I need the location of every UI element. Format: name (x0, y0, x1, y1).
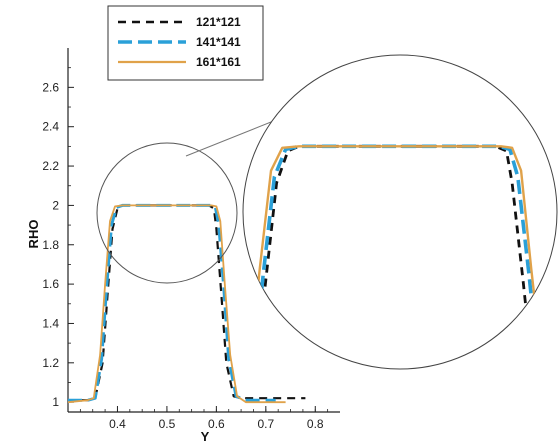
y-tick-label: 1.4 (42, 316, 59, 330)
legend-label-1: 141*141 (196, 35, 241, 49)
zoom-connector-line (185, 115, 287, 157)
y-tick-label: 2.4 (42, 120, 59, 134)
x-tick-label: 0.8 (307, 417, 324, 431)
x-axis-title: Y (201, 429, 210, 443)
y-tick-label: 1 (52, 395, 59, 409)
series-line-2 (68, 204, 286, 404)
zoom-region-circle (96, 142, 238, 284)
x-tick-label: 0.4 (109, 417, 126, 431)
y-axis-ticks: 1 1.2 1.4 1.6 1.8 2 2.2 2.4 2.6 (42, 67, 74, 409)
y-tick-label: 2.2 (42, 159, 59, 173)
y-tick-label: 1.6 (42, 277, 59, 291)
legend-label-0: 121*121 (196, 15, 241, 29)
zoom-inset (242, 54, 558, 370)
main-series-group (68, 203, 306, 404)
x-tick-label: 0.6 (208, 417, 225, 431)
y-tick-label: 1.8 (42, 238, 59, 252)
zoom-inset-circle (242, 54, 558, 370)
y-tick-label: 2.6 (42, 80, 59, 94)
legend-label-2: 161*161 (196, 55, 241, 69)
y-axis-title: RHO (26, 220, 41, 249)
inset-series-group (243, 144, 557, 369)
x-tick-label: 0.5 (159, 417, 176, 431)
x-tick-label: 0.7 (257, 417, 274, 431)
x-axis-ticks: 0.4 0.5 0.6 0.7 0.8 (79, 406, 329, 431)
inset-series-line-2 (243, 145, 557, 369)
y-tick-label: 2 (52, 198, 59, 212)
y-tick-label: 1.2 (42, 356, 59, 370)
legend: 121*121 141*141 161*161 (107, 5, 264, 81)
